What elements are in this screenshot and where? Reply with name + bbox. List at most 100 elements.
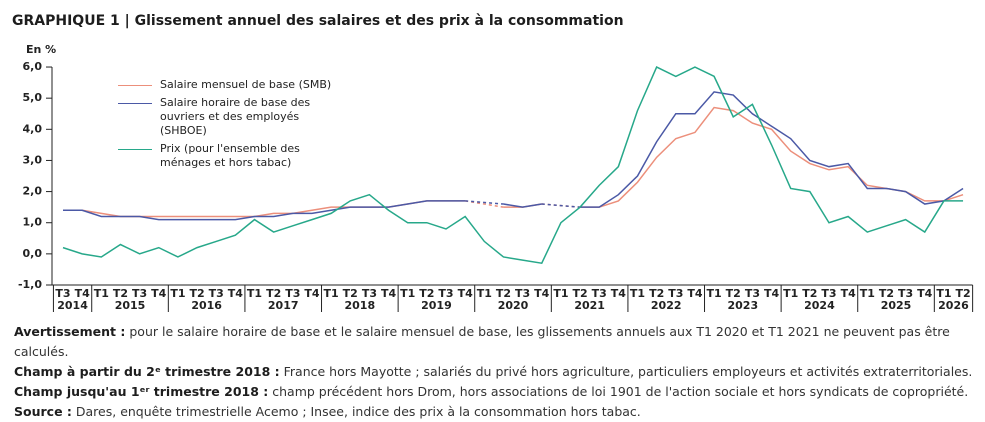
x-tick-label: T3 xyxy=(745,287,760,300)
x-tick-label: T2 xyxy=(189,287,204,300)
x-tick-label: T4 xyxy=(228,287,244,300)
y-tick-label: 1,0 xyxy=(23,216,43,229)
legend-label: Salaire horaire de base des ouvriers et … xyxy=(160,96,311,137)
x-tick-label: T4 xyxy=(764,287,780,300)
year-label: 2025 xyxy=(881,299,912,312)
x-tick-label: T1 xyxy=(630,287,645,300)
x-tick-label: T2 xyxy=(266,287,281,300)
year-label: 2020 xyxy=(498,299,529,312)
series-line xyxy=(503,203,542,208)
note: Source : Dares, enquête trimestrielle Ac… xyxy=(14,402,974,422)
x-tick-label: T1 xyxy=(553,287,568,300)
x-tick-label: T2 xyxy=(726,287,741,300)
legend-item: Prix (pour l'ensemble des ménages et hor… xyxy=(118,142,348,170)
x-tick-label: T2 xyxy=(496,287,511,300)
x-tick-label: T2 xyxy=(572,287,587,300)
year-label: 2014 xyxy=(57,299,88,312)
y-tick-label: -1,0 xyxy=(18,278,42,291)
x-tick-label: T1 xyxy=(324,287,339,300)
x-tick-label: T1 xyxy=(170,287,185,300)
x-tick-label: T3 xyxy=(285,287,300,300)
series-line xyxy=(580,91,964,208)
note: Champ à partir du 2ᵉ trimestre 2018 : Fr… xyxy=(14,362,974,382)
x-tick-label: T3 xyxy=(592,287,607,300)
y-tick-label: 2,0 xyxy=(23,185,43,198)
x-tick-label: T3 xyxy=(668,287,683,300)
legend-item: Salaire mensuel de base (SMB) xyxy=(118,78,348,92)
x-tick-label: T4 xyxy=(534,287,550,300)
x-tick-label: T2 xyxy=(113,287,128,300)
series-line xyxy=(63,200,466,218)
x-tick-label: T4 xyxy=(151,287,167,300)
x-tick-label: T3 xyxy=(898,287,913,300)
x-tick-label: T3 xyxy=(209,287,224,300)
legend-item: Salaire horaire de base des ouvriers et … xyxy=(118,96,348,138)
note-label: Champ jusqu'au 1ᵉʳ trimestre 2018 : xyxy=(14,384,269,399)
x-tick-label: T1 xyxy=(936,287,951,300)
series-line xyxy=(62,66,964,265)
year-label: 2017 xyxy=(268,299,299,312)
note-text: Dares, enquête trimestrielle Acemo ; Ins… xyxy=(75,404,641,419)
gap-bridge xyxy=(465,200,504,205)
legend-swatch xyxy=(118,149,152,150)
x-tick-label: T2 xyxy=(955,287,970,300)
x-tick-label: T2 xyxy=(419,287,434,300)
year-label: 2026 xyxy=(938,299,969,312)
y-tick-label: 4,0 xyxy=(23,122,43,135)
year-label: 2019 xyxy=(421,299,452,312)
x-tick-label: T2 xyxy=(649,287,664,300)
note-text: France hors Mayotte ; salariés du privé … xyxy=(283,364,973,379)
note: Avertissement : pour le salaire horaire … xyxy=(14,322,974,362)
legend-label: Salaire mensuel de base (SMB) xyxy=(160,78,332,91)
x-tick-label: T4 xyxy=(75,287,91,300)
note-label: Avertissement : xyxy=(14,324,126,339)
y-tick-label: 5,0 xyxy=(23,91,43,104)
note-label: Source : xyxy=(14,404,72,419)
y-tick-label: 3,0 xyxy=(23,153,43,166)
x-tick-label: T4 xyxy=(917,287,933,300)
x-tick-label: T3 xyxy=(438,287,453,300)
year-label: 2018 xyxy=(345,299,376,312)
y-tick-label: 0,0 xyxy=(23,247,43,260)
x-tick-label: T3 xyxy=(821,287,836,300)
legend-swatch xyxy=(118,103,152,104)
legend: Salaire mensuel de base (SMB) Salaire hor… xyxy=(118,78,348,174)
x-tick-label: T1 xyxy=(94,287,109,300)
year-label: 2024 xyxy=(804,299,835,312)
year-label: 2021 xyxy=(574,299,605,312)
note-text: pour le salaire horaire de base et le sa… xyxy=(14,324,950,359)
x-tick-label: T1 xyxy=(247,287,262,300)
x-tick-label: T1 xyxy=(400,287,415,300)
x-tick-label: T4 xyxy=(304,287,320,300)
x-tick-label: T4 xyxy=(458,287,474,300)
x-tick-label: T2 xyxy=(879,287,894,300)
x-tick-label: T2 xyxy=(802,287,817,300)
notes: Avertissement : pour le salaire horaire … xyxy=(14,322,974,422)
x-tick-label: T1 xyxy=(477,287,492,300)
year-label: 2022 xyxy=(651,299,682,312)
x-tick-label: T4 xyxy=(841,287,857,300)
x-tick-label: T4 xyxy=(611,287,627,300)
x-tick-label: T3 xyxy=(362,287,377,300)
note-text: champ précédent hors Drom, hors associat… xyxy=(272,384,969,399)
year-label: 2023 xyxy=(728,299,759,312)
chart-title: GRAPHIQUE 1 | Glissement annuel des sala… xyxy=(12,13,624,29)
x-tick-label: T4 xyxy=(381,287,397,300)
legend-label: Prix (pour l'ensemble des ménages et hor… xyxy=(160,142,300,169)
legend-swatch xyxy=(118,85,152,86)
x-tick-label: T3 xyxy=(132,287,147,300)
x-tick-label: T4 xyxy=(687,287,703,300)
chart: En % -1,00,01,02,03,04,05,06,0T3 T4 T1 T2 T3… xyxy=(18,43,974,312)
x-tick-label: T1 xyxy=(783,287,798,300)
gap-bridge xyxy=(541,203,581,208)
series-line xyxy=(63,200,466,221)
year-label: 2015 xyxy=(115,299,146,312)
note: Champ jusqu'au 1ᵉʳ trimestre 2018 : cham… xyxy=(14,382,974,402)
year-label: 2016 xyxy=(191,299,222,312)
x-tick-label: T1 xyxy=(860,287,875,300)
x-tick-label: T3 xyxy=(515,287,530,300)
y-axis-label: En % xyxy=(26,43,56,56)
x-tick-label: T2 xyxy=(343,287,358,300)
y-tick-label: 6,0 xyxy=(23,60,43,73)
